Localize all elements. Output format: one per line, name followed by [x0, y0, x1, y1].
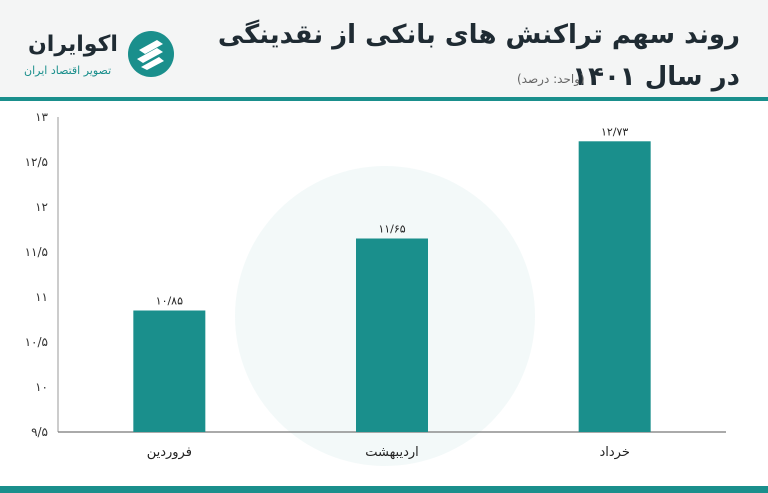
y-tick-label: ۱۰: [35, 380, 48, 394]
unit-subtitle: (واحد: درصد): [517, 72, 585, 86]
y-tick-label: ۱۲: [35, 200, 48, 214]
header-divider: [0, 97, 768, 101]
y-tick-label: ۱۳: [35, 110, 48, 124]
x-tick-label: فروردین: [147, 445, 192, 460]
chart-title-year: در سال ۱۴۰۱: [572, 62, 740, 92]
x-tick-label: اردیبهشت: [365, 445, 419, 460]
data-label: ۱۲/۷۳: [601, 125, 628, 138]
ecoiran-logo-icon: [128, 31, 174, 77]
bar: [356, 238, 428, 432]
brand-name: اکوایران: [28, 32, 118, 57]
y-tick-label: ۱۰/۵: [25, 335, 48, 349]
y-tick-label: ۱۱/۵: [25, 245, 48, 259]
bar: [133, 310, 206, 432]
x-tick-label: خرداد: [599, 445, 629, 460]
data-label: ۱۰/۸۵: [156, 295, 183, 308]
y-tick-label: ۱۱: [35, 290, 48, 304]
brand-tagline: تصویر اقتصاد ایران: [24, 64, 112, 77]
bar: [578, 141, 651, 433]
y-tick-label: ۱۲/۵: [25, 155, 48, 169]
data-label: ۱۱/۶۵: [378, 223, 405, 236]
header: [0, 0, 768, 97]
y-tick-label: ۹/۵: [31, 425, 48, 439]
chart-title: روند سهم تراکنش های بانکی از نقدینگی: [217, 20, 740, 50]
footer-bar: [0, 486, 768, 493]
